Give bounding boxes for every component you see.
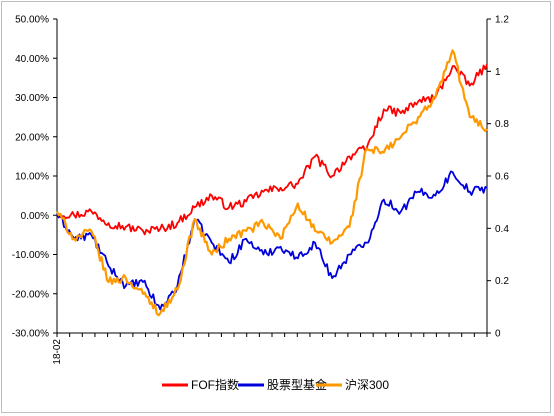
series-line-1 (56, 63, 488, 236)
right-tick-label: 0.6 (495, 172, 509, 183)
x-axis: 18-02 (52, 332, 488, 365)
left-tick-label: 0.00% (21, 211, 49, 222)
left-tick-label: 10.00% (15, 172, 49, 183)
series-layer (55, 49, 488, 317)
legend: FOF指数 股票型基金 沪深300 (162, 377, 389, 392)
right-tick-label: 0.2 (495, 276, 509, 287)
right-tick-label: 0.4 (495, 224, 509, 235)
right-tick-label: 0.8 (495, 119, 509, 130)
left-tick-label: 40.00% (15, 54, 49, 65)
x-tick-label: 18-02 (52, 339, 63, 365)
legend-label: 沪深300 (345, 378, 389, 392)
left-tick-label: 20.00% (15, 132, 49, 143)
left-axis: -30.00% -20.00% -10.00% 0.00% 10.00% 20.00% 30… (12, 15, 58, 340)
left-tick-label: -10.00% (12, 250, 49, 261)
legend-label: FOF指数 (191, 377, 239, 392)
left-tick-label: 30.00% (15, 93, 49, 104)
legend-label: 股票型基金 (267, 377, 327, 392)
left-tick-label: 50.00% (15, 15, 49, 26)
right-tick-label: 1.2 (495, 15, 509, 26)
right-axis: 0 0.2 0.4 0.6 0.8 1 1.2 (486, 15, 509, 340)
series-line-3 (55, 49, 488, 317)
right-tick-label: 1 (495, 67, 501, 78)
left-tick-label: -30.00% (12, 329, 49, 340)
right-tick-label: 0 (495, 329, 501, 340)
left-tick-label: -20.00% (12, 289, 49, 300)
